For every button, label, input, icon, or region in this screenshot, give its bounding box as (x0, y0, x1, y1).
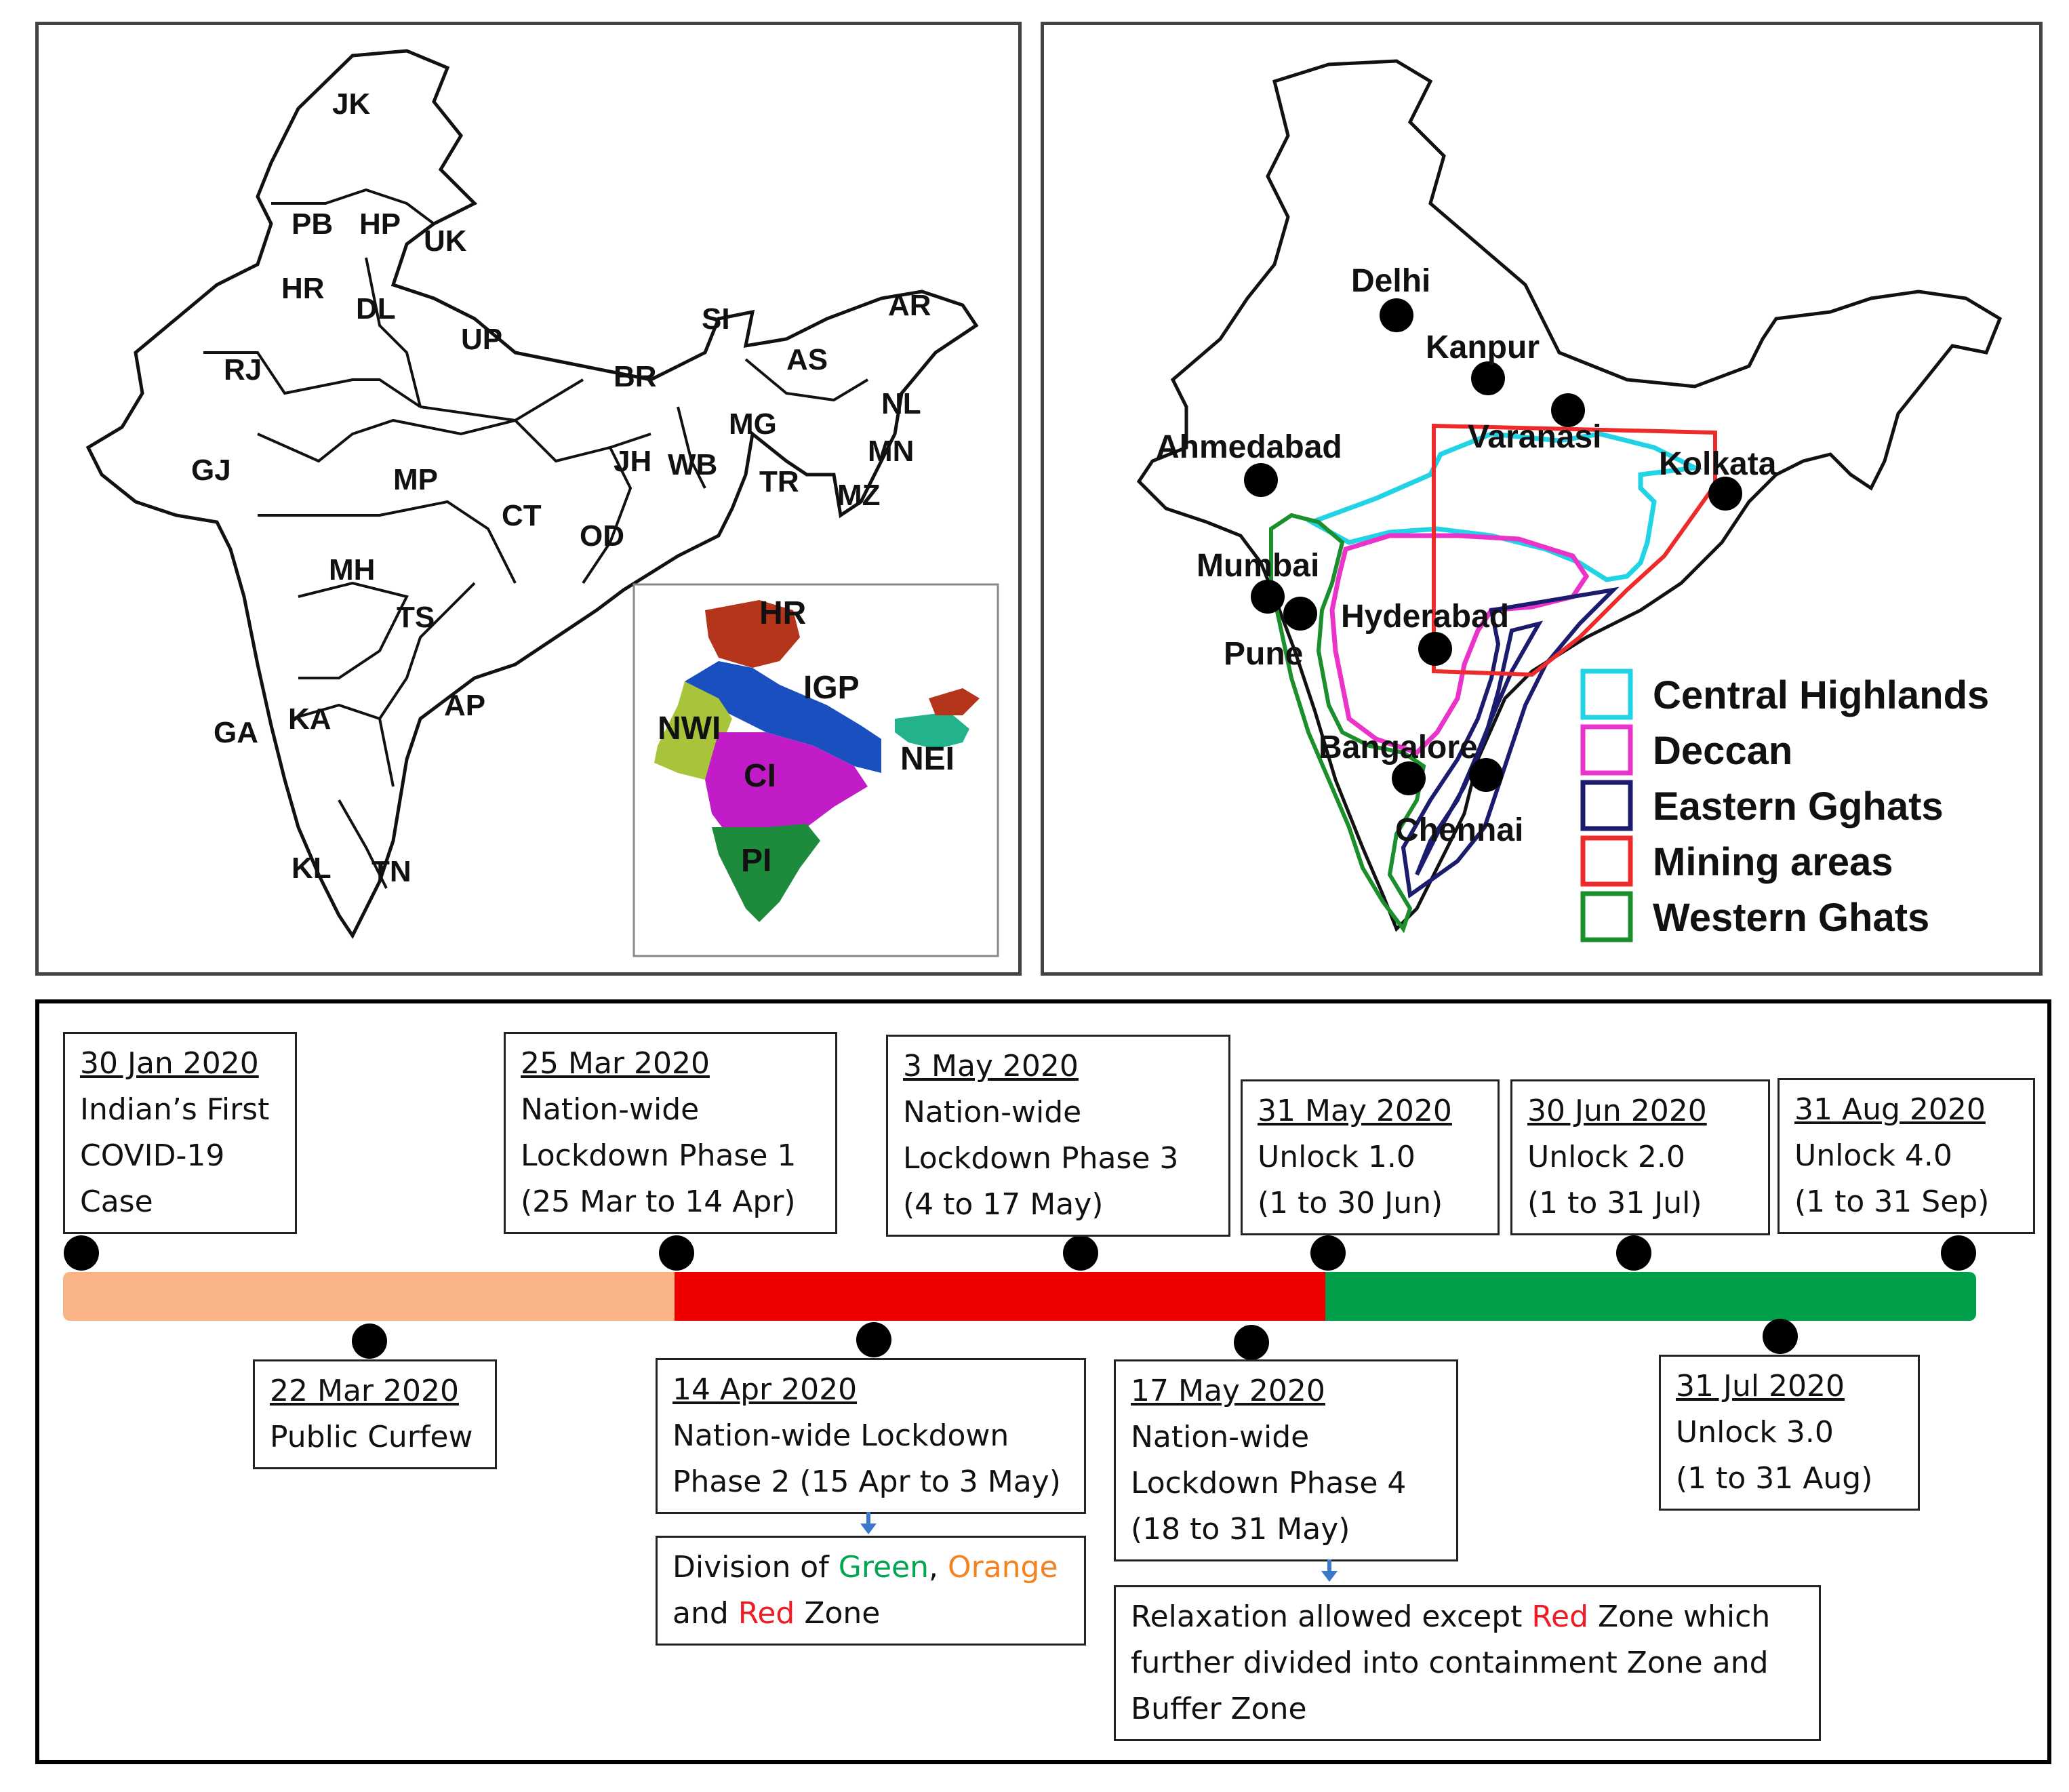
event-dot-31-jul (1763, 1319, 1798, 1354)
green-zone-word: Green (838, 1550, 929, 1585)
event-text: (1 to 31 Jul) (1527, 1186, 1702, 1220)
event-text: Nation-wide (1131, 1420, 1310, 1454)
event-date: 31 May 2020 (1258, 1094, 1452, 1128)
region-map-panel (1041, 22, 2043, 976)
event-dot-31-may (1310, 1235, 1346, 1271)
event-box-30-jan: 30 Jan 2020 Indian’s First COVID-19 Case (63, 1032, 297, 1234)
event-text: Lockdown Phase 4 (1131, 1466, 1407, 1500)
event-text: (4 to 17 May) (903, 1187, 1104, 1222)
event-dot-30-jun (1616, 1235, 1651, 1271)
arrow-stem (1327, 1559, 1331, 1572)
state-map-panel (35, 22, 1022, 976)
event-text: Lockdown Phase 1 (521, 1138, 797, 1173)
event-text: (25 Mar to 14 Apr) (521, 1184, 796, 1219)
event-date: 31 Aug 2020 (1794, 1092, 1986, 1127)
orange-zone-word: Orange (947, 1550, 1058, 1585)
pre-lockdown-bar (63, 1272, 681, 1321)
event-date: 17 May 2020 (1131, 1374, 1325, 1408)
event-text: Nation-wide (521, 1092, 700, 1127)
event-dot-22-mar (352, 1323, 387, 1359)
event-box-14-apr: 14 Apr 2020 Nation-wide Lockdown Phase 2… (656, 1358, 1086, 1514)
note-text: Division of (672, 1550, 839, 1585)
event-date: 3 May 2020 (903, 1049, 1079, 1083)
event-text: Unlock 1.0 (1258, 1140, 1415, 1174)
event-text: (1 to 30 Jun) (1258, 1186, 1443, 1220)
note-line: and Red Zone (672, 1591, 1069, 1637)
note-text: , (928, 1550, 938, 1585)
note-line: Division of Green, Orange (672, 1545, 1069, 1591)
event-box-30-jun: 30 Jun 2020 Unlock 2.0 (1 to 31 Jul) (1510, 1079, 1770, 1235)
event-text: Nation-wide Lockdown (672, 1418, 1009, 1453)
event-dot-14-apr (856, 1322, 891, 1357)
event-text: Indian’s First (80, 1092, 270, 1127)
note-text: further divided into containment Zone an… (1131, 1646, 1769, 1680)
event-date: 14 Apr 2020 (672, 1372, 858, 1407)
event-dot-25-mar (659, 1235, 694, 1271)
event-text: Lockdown Phase 3 (903, 1141, 1179, 1176)
event-date: 30 Jun 2020 (1527, 1094, 1707, 1128)
event-dot-17-may (1234, 1325, 1269, 1360)
event-text: Unlock 4.0 (1794, 1138, 1952, 1173)
event-text: Phase 2 (15 Apr to 3 May) (672, 1465, 1061, 1499)
note-text: Buffer Zone (1131, 1692, 1307, 1726)
event-box-3-may: 3 May 2020 Nation-wide Lockdown Phase 3 … (886, 1035, 1230, 1237)
arrow-stem (866, 1512, 870, 1524)
relaxation-note: Relaxation allowed except Red Zone which… (1114, 1585, 1821, 1741)
event-date: 22 Mar 2020 (270, 1374, 459, 1408)
note-text: and (672, 1596, 738, 1631)
event-text: Unlock 2.0 (1527, 1140, 1685, 1174)
event-text: Public Curfew (270, 1420, 473, 1454)
event-box-31-jul: 31 Jul 2020 Unlock 3.0 (1 to 31 Aug) (1659, 1355, 1920, 1511)
red-zone-word: Red (738, 1596, 795, 1631)
event-date: 31 Jul 2020 (1676, 1369, 1845, 1403)
event-dot-30-jan (64, 1235, 99, 1271)
event-text: (1 to 31 Sep) (1794, 1184, 1990, 1219)
note-line: Relaxation allowed except Red Zone which (1131, 1594, 1804, 1640)
event-dot-3-may (1063, 1235, 1098, 1271)
event-text: COVID-19 (80, 1138, 225, 1173)
down-arrow (860, 1524, 877, 1534)
event-text: (18 to 31 May) (1131, 1512, 1350, 1547)
note-text: Zone which (1588, 1599, 1771, 1634)
event-text: Unlock 3.0 (1676, 1415, 1834, 1450)
zone-division-note: Division of Green, Orange and Red Zone (656, 1536, 1086, 1646)
note-text: Relaxation allowed except (1131, 1599, 1532, 1634)
event-text: (1 to 31 Aug) (1676, 1461, 1873, 1496)
event-box-22-mar: 22 Mar 2020 Public Curfew (253, 1359, 497, 1469)
lockdown-bar (675, 1272, 1329, 1321)
event-box-31-aug: 31 Aug 2020 Unlock 4.0 (1 to 31 Sep) (1777, 1078, 2035, 1234)
event-text: Case (80, 1184, 153, 1219)
event-dot-31-aug (1941, 1235, 1976, 1271)
event-date: 30 Jan 2020 (80, 1046, 259, 1081)
note-text: Zone (795, 1596, 881, 1631)
down-arrow (1321, 1571, 1338, 1582)
event-box-31-may: 31 May 2020 Unlock 1.0 (1 to 30 Jun) (1241, 1079, 1500, 1235)
unlock-bar (1325, 1272, 1976, 1321)
red-zone-word: Red (1531, 1599, 1589, 1634)
event-box-17-may: 17 May 2020 Nation-wide Lockdown Phase 4… (1114, 1359, 1458, 1561)
event-date: 25 Mar 2020 (521, 1046, 710, 1081)
event-text: Nation-wide (903, 1095, 1082, 1130)
event-box-25-mar: 25 Mar 2020 Nation-wide Lockdown Phase 1… (504, 1032, 837, 1234)
